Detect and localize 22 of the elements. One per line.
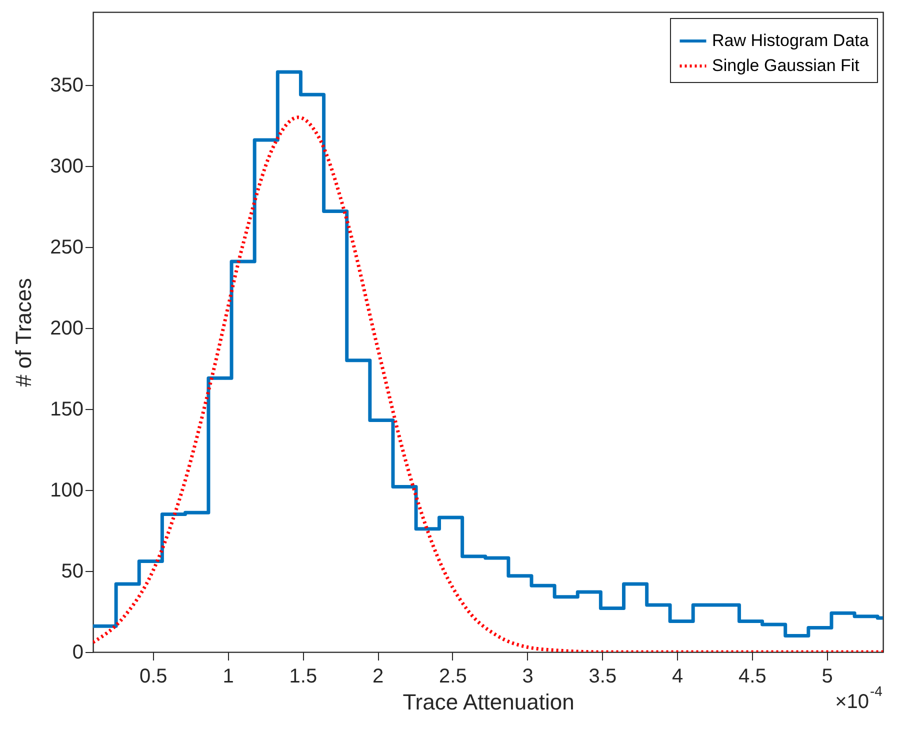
x-axis-title: Trace Attenuation [402,690,574,714]
y-tick-label: 300 [50,155,84,178]
x-tick-label: 2 [372,666,384,688]
y-tick-label: 200 [50,317,84,340]
y-tick-label: 0 [72,642,84,664]
y-axis-title: # of Traces [11,278,36,387]
y-tick-label: 150 [50,398,84,420]
x-tick-label: 4 [672,666,684,688]
y-tick-label: 100 [50,479,84,502]
legend-label: Single Gaussian Fit [712,56,860,75]
y-tick-label: 50 [61,560,84,582]
x-tick-label: 5 [822,666,833,688]
x-tick-label: 3 [522,666,534,688]
x-tick-label: 0.5 [140,666,168,688]
x-tick-label: 2.5 [439,666,467,688]
legend-label: Raw Histogram Data [712,31,870,50]
x-tick-label: 1.5 [289,666,318,688]
x-tick-label: 1 [222,666,234,688]
x-tick-label: 3.5 [588,666,617,688]
y-tick-label: 350 [50,74,84,96]
x-tick-label: 4.5 [738,666,766,688]
y-tick-label: 250 [50,236,84,258]
